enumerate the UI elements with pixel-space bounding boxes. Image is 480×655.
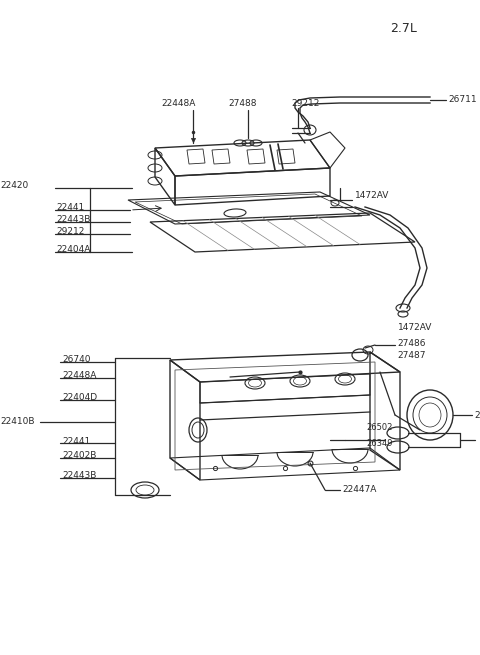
Text: 26502: 26502 <box>367 424 393 432</box>
Text: 22448A: 22448A <box>62 371 96 381</box>
Text: 26349: 26349 <box>367 438 393 447</box>
Text: 22404A: 22404A <box>56 246 90 255</box>
Text: 22447A: 22447A <box>342 485 376 495</box>
Text: 22443B: 22443B <box>56 215 90 225</box>
Text: 22443B: 22443B <box>62 472 96 481</box>
Text: 27488: 27488 <box>228 98 256 107</box>
Text: 22404D: 22404D <box>62 394 97 403</box>
Text: 29212: 29212 <box>291 98 319 107</box>
Text: 22402B: 22402B <box>62 451 96 460</box>
Text: 26510: 26510 <box>474 411 480 419</box>
Text: 22441: 22441 <box>56 204 84 212</box>
Text: 22441: 22441 <box>62 436 90 445</box>
Text: 1472AV: 1472AV <box>355 191 389 200</box>
Text: 27487: 27487 <box>397 352 425 360</box>
Text: 1472AV: 1472AV <box>398 324 432 333</box>
Text: 29212: 29212 <box>56 227 84 236</box>
Text: 22448A: 22448A <box>161 98 195 107</box>
Text: 26711: 26711 <box>448 96 477 105</box>
Text: 2.7L: 2.7L <box>390 22 417 35</box>
Text: 26740: 26740 <box>62 356 91 364</box>
Text: 22420: 22420 <box>0 181 28 191</box>
Text: 27486: 27486 <box>397 339 425 348</box>
Text: 22410B: 22410B <box>0 417 35 426</box>
